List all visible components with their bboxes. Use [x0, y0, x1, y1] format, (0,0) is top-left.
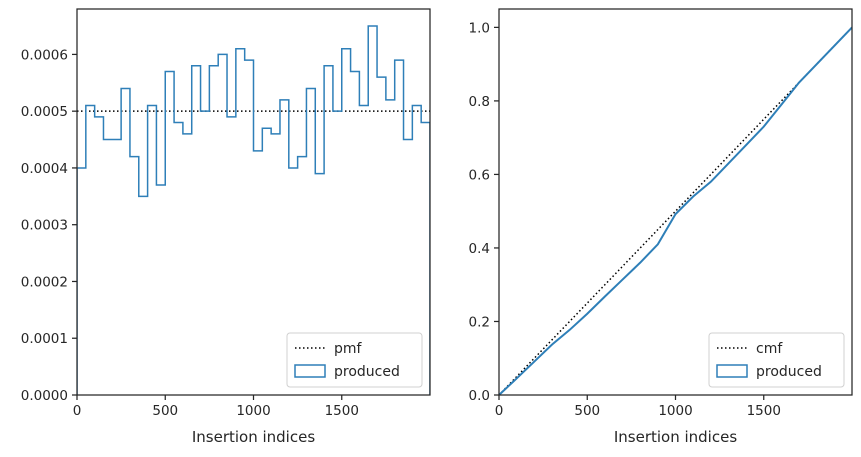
legend-swatch-produced [716, 364, 748, 378]
y-tick-label: 0.4 [469, 241, 490, 257]
x-tick-label: 1500 [747, 403, 781, 419]
y-tick-label: 0.8 [469, 94, 490, 110]
y-tick-label: 0.0004 [21, 161, 68, 177]
legend: cmf produced [708, 332, 845, 388]
legend-box [708, 332, 845, 388]
y-tick-label: 1.0 [469, 20, 490, 36]
legend-label-produced: produced [334, 364, 400, 380]
y-tick-label: 0.0000 [21, 388, 68, 404]
y-tick-label: 0.0002 [21, 274, 68, 290]
y-tick-label: 0.0005 [21, 104, 68, 120]
y-tick-label: 0.0006 [21, 47, 68, 63]
x-axis-label: Insertion indices [192, 428, 315, 446]
x-tick-label: 0 [495, 403, 504, 419]
y-tick-label: 0.0 [469, 388, 490, 404]
x-axis-label: Insertion indices [614, 428, 737, 446]
plot-area [77, 25, 430, 395]
x-tick-label: 1000 [236, 403, 270, 419]
y-tick-label: 0.6 [469, 167, 490, 183]
legend: pmf produced [286, 332, 423, 388]
x-tick-label: 0 [73, 403, 82, 419]
legend-label-cmf: cmf [756, 341, 783, 357]
series-produced-step [77, 25, 430, 395]
x-tick-label: 1000 [658, 403, 692, 419]
x-tick-label: 500 [574, 403, 600, 419]
x-tick-label: 500 [152, 403, 178, 419]
legend-label-pmf: pmf [334, 341, 363, 357]
y-tick-label: 0.2 [469, 314, 490, 330]
legend-box [286, 332, 423, 388]
chart-panel-2: 0 500 1000 1500 0.0 0.2 0.4 0.6 0.8 1.0 Insertion … [469, 8, 853, 446]
legend-swatch-produced [294, 364, 326, 378]
plot-area [499, 26, 852, 395]
series-produced-line [499, 26, 852, 395]
y-tick-label: 0.0001 [21, 331, 68, 347]
chart-panel-1: 0 500 1000 1500 0.0000 0.0001 0.0002 0.0003 0.00… [21, 8, 431, 446]
legend-label-produced: produced [756, 364, 822, 380]
x-tick-label: 1500 [325, 403, 359, 419]
y-tick-label: 0.0003 [21, 218, 68, 234]
